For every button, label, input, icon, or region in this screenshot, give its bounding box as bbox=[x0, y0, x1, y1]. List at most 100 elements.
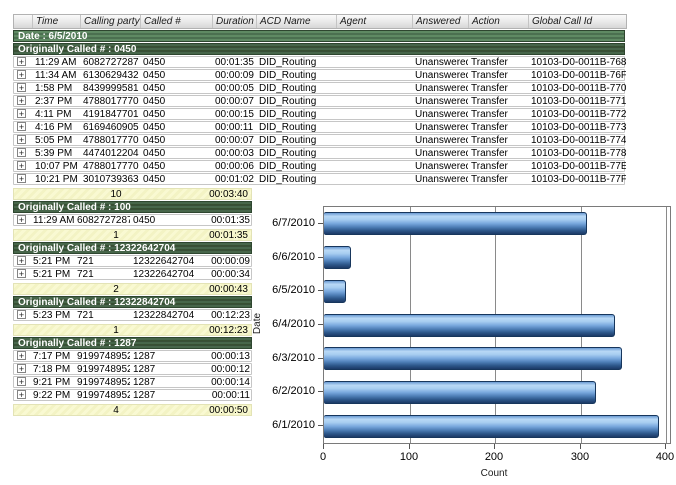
chart-plot-area bbox=[323, 206, 671, 444]
cell-called: 0450 bbox=[143, 82, 166, 94]
expand-icon[interactable]: + bbox=[17, 82, 26, 93]
column-header-called: Called # bbox=[140, 15, 212, 28]
cell-time: 1:58 PM bbox=[35, 82, 73, 94]
group-header: Originally Called # : 0450 bbox=[13, 43, 625, 55]
group-section: Originally Called # : 12322842704 + 5:23… bbox=[13, 296, 252, 336]
subtotal-row: 4 00:00:50 bbox=[13, 404, 252, 416]
expand-icon[interactable]: + bbox=[17, 376, 26, 387]
table-row: + 1:58 PM 8439999581 0450 00:00:05 DID_R… bbox=[13, 82, 626, 94]
x-axis-tick-label: 400 bbox=[655, 451, 675, 463]
category-label: 6/1/2010 bbox=[272, 419, 315, 432]
cell-action: Transfer bbox=[471, 69, 508, 81]
expand-icon[interactable]: + bbox=[17, 309, 26, 320]
cell-called: 0450 bbox=[143, 121, 166, 133]
expand-icon[interactable]: + bbox=[17, 160, 26, 171]
cell-called: 0450 bbox=[143, 95, 166, 107]
cell-called: 0450 bbox=[143, 173, 166, 185]
column-header-time: Time bbox=[32, 15, 80, 28]
cell-global-call-id: 10103-D0-0011B-778 bbox=[531, 147, 626, 159]
cell-called: 1287 bbox=[133, 363, 156, 375]
cell-called: 0450 bbox=[143, 56, 166, 68]
cell-acd-name: DID_Routing bbox=[259, 95, 317, 107]
group-total-count: 1 bbox=[113, 229, 119, 241]
cell-time: 7:18 PM bbox=[33, 363, 71, 375]
column-header-acd-name: ACD Name bbox=[256, 15, 336, 28]
category-label: 6/5/2010 bbox=[272, 284, 315, 297]
group-header: Originally Called # : 1287 bbox=[13, 337, 252, 349]
x-axis-tick-label: 0 bbox=[319, 451, 327, 463]
expand-icon[interactable]: + bbox=[17, 173, 26, 184]
expand-icon[interactable]: + bbox=[17, 389, 26, 400]
table-row: + 9:22 PM 9199748952 1287 00:00:11 bbox=[13, 389, 252, 401]
cell-action: Transfer bbox=[471, 173, 508, 185]
category-label: 6/6/2010 bbox=[272, 250, 315, 263]
cell-answered: Unanswered bbox=[415, 95, 468, 107]
expand-icon[interactable]: + bbox=[17, 69, 26, 80]
expand-icon[interactable]: + bbox=[17, 134, 26, 145]
cell-called: 0450 bbox=[143, 147, 166, 159]
cell-time: 10:21 PM bbox=[35, 173, 78, 185]
expand-icon[interactable]: + bbox=[17, 214, 26, 225]
cell-acd-name: DID_Routing bbox=[259, 173, 317, 185]
table-row: + 5:05 PM 4788017770 0450 00:00:07 DID_R… bbox=[13, 134, 626, 146]
table-row: + 4:11 PM 4191847701 0450 00:00:15 DID_R… bbox=[13, 108, 626, 120]
table-row: + 4:16 PM 6169460905 0450 00:00:11 DID_R… bbox=[13, 121, 626, 133]
cell-calling-party: 6082727287 bbox=[83, 56, 139, 68]
cell-action: Transfer bbox=[471, 160, 508, 172]
y-axis-tick-mark bbox=[318, 290, 323, 291]
cell-time: 5:21 PM bbox=[33, 268, 71, 280]
cell-calling-party: 9199748952 bbox=[77, 376, 130, 388]
group-rows: + 5:23 PM 721 12322842704 00:12:23 bbox=[13, 309, 252, 321]
group-rows: + 7:17 PM 9199748952 1287 00:00:13 + 7:1… bbox=[13, 350, 252, 401]
category-label: 6/2/2010 bbox=[272, 385, 315, 398]
calls-per-date-chart: Date Count 0 100 200 300 400 6/7/2010 6/6/2010… bbox=[252, 196, 676, 485]
cell-called: 0450 bbox=[133, 214, 156, 226]
expand-icon[interactable]: + bbox=[17, 268, 26, 279]
cell-acd-name: DID_Routing bbox=[259, 160, 317, 172]
cell-duration: 00:00:06 bbox=[215, 160, 254, 172]
cell-calling-party: 4788017770 bbox=[83, 95, 139, 107]
group-section: Originally Called # : 1287 + 7:17 PM 919… bbox=[13, 337, 252, 416]
cell-calling-party: 6130629432 bbox=[83, 69, 139, 81]
category-label: 6/7/2010 bbox=[272, 216, 315, 229]
expand-icon[interactable]: + bbox=[17, 255, 26, 266]
cell-called: 0450 bbox=[143, 160, 166, 172]
x-axis-tick-label: 100 bbox=[399, 451, 419, 463]
cell-acd-name: DID_Routing bbox=[259, 147, 317, 159]
group-header: Originally Called # : 12322842704 bbox=[13, 296, 252, 308]
cell-duration: 00:00:07 bbox=[215, 95, 254, 107]
cell-duration: 00:00:34 bbox=[211, 268, 250, 280]
expand-icon[interactable]: + bbox=[17, 108, 26, 119]
x-axis-tick-mark bbox=[409, 444, 410, 449]
expand-icon[interactable]: + bbox=[17, 56, 26, 67]
table-row: + 5:21 PM 721 12322642704 00:00:09 bbox=[13, 255, 252, 267]
table-row: + 11:34 AM 6130629432 0450 00:00:09 DID_… bbox=[13, 69, 626, 81]
y-axis-tick-mark bbox=[318, 391, 323, 392]
group-rows: + 11:29 AM 6082727287 0450 00:01:35 DID_… bbox=[13, 56, 626, 185]
cell-answered: Unanswered bbox=[415, 121, 468, 133]
expand-icon[interactable]: + bbox=[17, 363, 26, 374]
category-label: 6/3/2010 bbox=[272, 351, 315, 364]
table-row: + 11:29 AM 6082727287 0450 00:01:35 bbox=[13, 214, 252, 226]
cell-acd-name: DID_Routing bbox=[259, 69, 317, 81]
cell-global-call-id: 10103-D0-0011B-77F bbox=[531, 173, 626, 185]
group-total-count: 4 bbox=[113, 404, 119, 416]
cell-called: 0450 bbox=[143, 69, 166, 81]
bar-6/4/2010 bbox=[324, 314, 615, 337]
expand-icon[interactable]: + bbox=[17, 350, 26, 361]
expand-icon[interactable]: + bbox=[17, 121, 26, 132]
cell-time: 2:37 PM bbox=[35, 95, 73, 107]
cell-global-call-id: 10103-D0-0011B-772 bbox=[531, 108, 626, 120]
expand-icon[interactable]: + bbox=[17, 95, 26, 106]
cell-answered: Unanswered bbox=[415, 82, 468, 94]
table-row: + 7:17 PM 9199748952 1287 00:00:13 bbox=[13, 350, 252, 362]
cell-duration: 00:00:05 bbox=[215, 82, 254, 94]
cell-calling-party: 721 bbox=[77, 309, 94, 321]
cell-global-call-id: 10103-D0-0011B-771 bbox=[531, 95, 626, 107]
group-total-duration: 00:00:50 bbox=[209, 404, 248, 416]
column-header-duration: Duration bbox=[212, 15, 256, 28]
x-axis-label: Count bbox=[480, 468, 508, 479]
category-label: 6/4/2010 bbox=[272, 318, 315, 330]
cell-time: 4:11 PM bbox=[35, 108, 72, 120]
expand-icon[interactable]: + bbox=[17, 147, 26, 158]
